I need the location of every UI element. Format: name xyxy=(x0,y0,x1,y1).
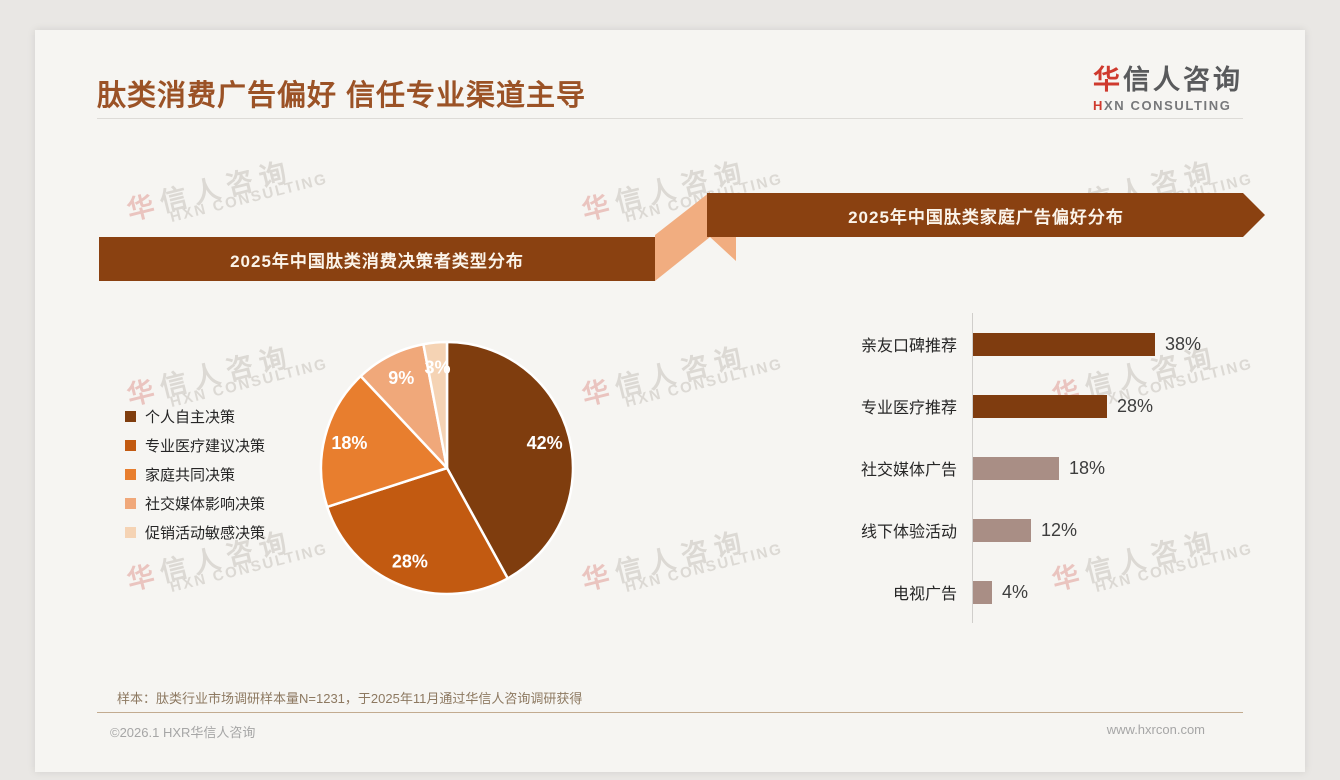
pie-slice-value: 42% xyxy=(527,433,563,453)
legend-item: 个人自主决策 xyxy=(125,402,265,431)
legend-label: 促销活动敏感决策 xyxy=(145,525,266,542)
pie-slice-value: 18% xyxy=(331,433,367,453)
legend-label: 家庭共同决策 xyxy=(145,467,236,484)
legend-item: 专业医疗建议决策 xyxy=(125,431,265,460)
bar-row: 线下体验活动 12% xyxy=(825,499,1201,561)
bar-category-label: 亲友口碑推荐 xyxy=(860,338,957,355)
bar-category-label: 专业医疗推荐 xyxy=(860,400,957,417)
bar-section-banner: 2025年中国肽类家庭广告偏好分布 xyxy=(707,193,1265,237)
pie-section-banner: 2025年中国肽类消费决策者类型分布 xyxy=(99,237,655,281)
bar-section-title: 2025年中国肽类家庭广告偏好分布 xyxy=(848,207,1124,227)
pie-slice xyxy=(325,466,509,596)
bar-category-label: 线下体验活动 xyxy=(860,524,957,541)
pie-slice xyxy=(445,340,575,580)
logo-english: HXN CONSULTING xyxy=(1093,98,1232,113)
pie-chart: 42% 28% 18% 9% 3% xyxy=(319,340,575,596)
legend-label: 社交媒体影响决策 xyxy=(145,496,266,513)
legend-item: 社交媒体影响决策 xyxy=(125,489,265,518)
banner-fold-connector xyxy=(655,192,736,281)
pie-slice-value: 3% xyxy=(424,358,450,378)
sample-footnote: 样本：肽类行业市场调研样本量N=1231，于2025年11月通过华信人咨询调研获… xyxy=(117,691,583,706)
legend-swatch xyxy=(125,498,136,509)
bar-row: 电视广告 4% xyxy=(825,561,1201,623)
footer-divider xyxy=(97,712,1243,713)
bar-rect xyxy=(973,394,1107,418)
pie-slice xyxy=(422,340,449,470)
logo-chinese: 华信人咨询 xyxy=(1093,65,1243,95)
pie-slice-value: 9% xyxy=(388,368,414,388)
legend-item: 促销活动敏感决策 xyxy=(125,518,265,547)
bar-value-label: 12% xyxy=(1041,519,1078,540)
bar-value-label: 18% xyxy=(1069,457,1106,478)
legend-label: 专业医疗建议决策 xyxy=(145,438,266,455)
page-title: 肽类消费广告偏好 信任专业渠道主导 xyxy=(97,80,587,112)
bar-row: 亲友口碑推荐 38% xyxy=(825,313,1201,375)
bar-chart: 亲友口碑推荐 38% 专业医疗推荐 28% 社交媒体广告 18% 线下体验活动 12% 电视广告… xyxy=(825,313,1201,623)
website-text: www.hxrcon.com xyxy=(1106,722,1205,737)
bar-value-label: 28% xyxy=(1117,395,1154,416)
legend-swatch xyxy=(125,527,136,538)
pie-legend: 个人自主决策专业医疗建议决策 家庭共同决策社交媒体影响决策 促销活动敏感决策 xyxy=(125,402,265,547)
bar-rect xyxy=(973,332,1155,356)
bar-row: 社交媒体广告 18% xyxy=(825,437,1201,499)
legend-swatch xyxy=(125,440,136,451)
bar-row: 专业医疗推荐 28% xyxy=(825,375,1201,437)
bar-rect xyxy=(973,580,992,604)
bar-value-label: 38% xyxy=(1165,333,1202,354)
title-divider xyxy=(97,118,1243,119)
legend-item: 家庭共同决策 xyxy=(125,460,265,489)
bar-value-label: 4% xyxy=(1002,581,1029,602)
bar-rect xyxy=(973,456,1059,480)
bar-chart-axis xyxy=(972,313,973,623)
company-logo: 华信人咨询 HXN CONSULTING xyxy=(1093,58,1243,113)
pie-section-title: 2025年中国肽类消费决策者类型分布 xyxy=(230,251,524,271)
copyright-text: ©2026.1 HXR华信人咨询 xyxy=(110,725,256,740)
bar-rect xyxy=(973,518,1031,542)
bar-category-label: 社交媒体广告 xyxy=(860,462,957,479)
pie-slice-value: 28% xyxy=(392,552,428,572)
legend-label: 个人自主决策 xyxy=(145,409,236,426)
legend-swatch xyxy=(125,469,136,480)
legend-swatch xyxy=(125,411,136,422)
bar-category-label: 电视广告 xyxy=(892,586,957,603)
pie-slice xyxy=(319,374,449,509)
